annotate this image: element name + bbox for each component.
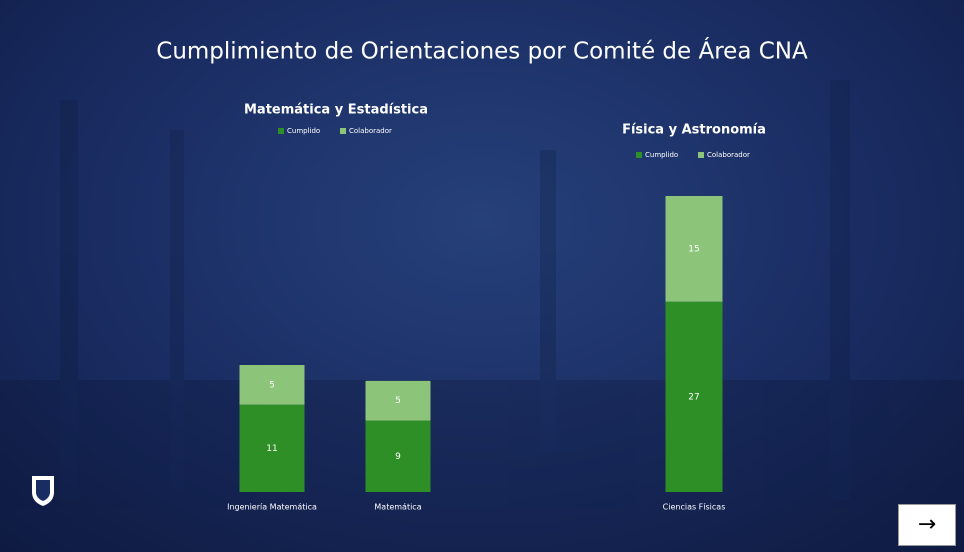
slide: Cumplimiento de Orientaciones por Comité… (0, 0, 964, 552)
chart-title: Matemática y Estadística (244, 103, 428, 118)
next-button[interactable]: → (898, 504, 956, 546)
legend-swatch (636, 152, 642, 158)
legend-label: Colaborador (707, 151, 750, 159)
data-label: 11 (266, 444, 277, 454)
legend-swatch (698, 152, 704, 158)
chart-title: Física y Astronomía (622, 123, 766, 138)
data-label: 27 (688, 392, 699, 402)
legend-swatch (340, 128, 346, 134)
data-label: 5 (395, 396, 401, 406)
slide-title: Cumplimiento de Orientaciones por Comité… (156, 37, 808, 65)
chart: Cumplimiento de Orientaciones por Comité… (0, 0, 964, 552)
legend-label: Cumplido (287, 127, 320, 135)
data-label: 15 (688, 244, 699, 254)
legend-swatch (278, 128, 284, 134)
x-tick-label: Ingeniería Matemática (227, 503, 317, 512)
legend-label: Cumplido (645, 151, 678, 159)
data-label: 5 (269, 380, 275, 390)
x-tick-label: Ciencias Físicas (663, 503, 726, 512)
background-trees (0, 80, 964, 552)
legend-label: Colaborador (349, 127, 392, 135)
x-tick-label: Matemática (374, 503, 421, 512)
data-label: 9 (395, 452, 401, 462)
